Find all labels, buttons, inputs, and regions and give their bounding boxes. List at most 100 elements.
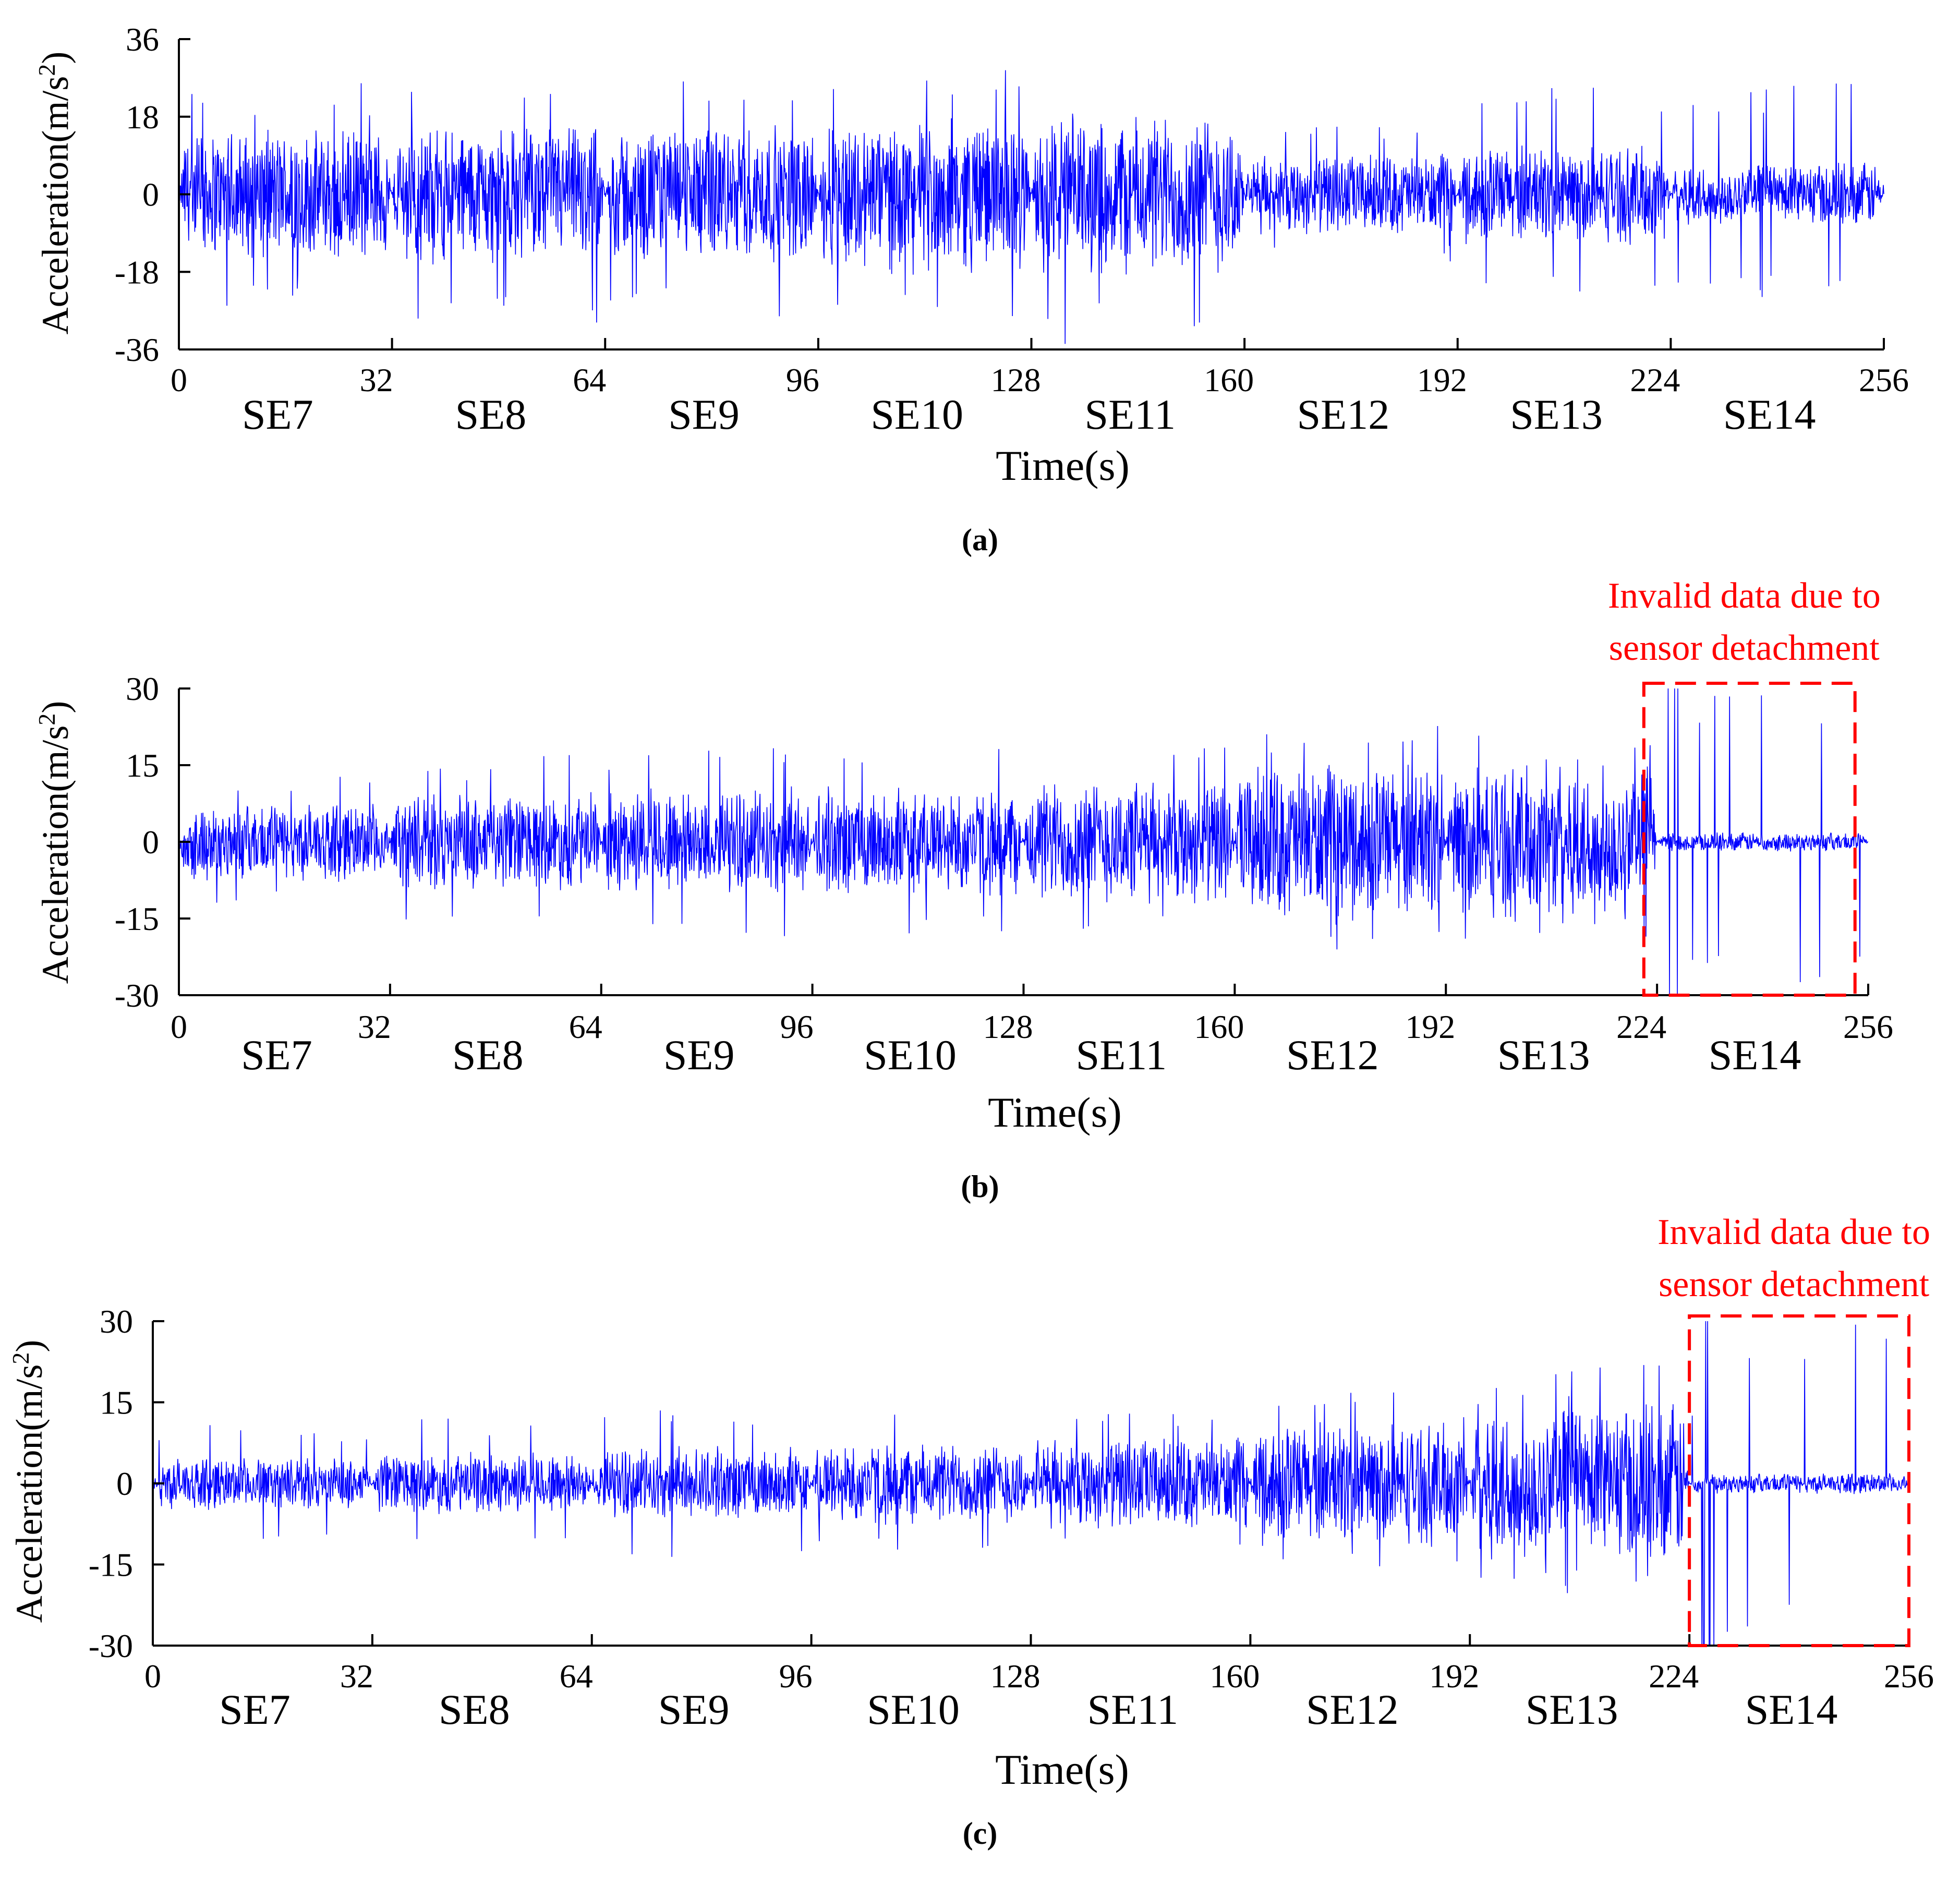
annotation-line1: Invalid data due to — [1608, 576, 1881, 616]
x-axis-label: Time(s) — [995, 1746, 1129, 1793]
x-tick-label: 0 — [171, 1008, 187, 1045]
chart-panel-a: 36 18 0 -18 -36 0 32 64 96 128 160 192 224 256 SE7 SE8 S… — [33, 21, 1909, 557]
segment-label: SE13 — [1526, 1686, 1618, 1733]
x-tick-label: 128 — [983, 1008, 1033, 1045]
segment-label: SE12 — [1286, 1031, 1379, 1079]
signal-series-b — [178, 688, 1869, 996]
x-tick-label: 160 — [1204, 361, 1254, 398]
annotation-line1: Invalid data due to — [1657, 1212, 1930, 1252]
x-tick-label: 160 — [1194, 1008, 1244, 1045]
y-axis-label-unit: m/s — [8, 1364, 50, 1419]
y-axis-label-main: Acceleration( — [8, 1419, 50, 1623]
panel-label: (b) — [961, 1169, 999, 1204]
x-tick-label: 96 — [779, 1658, 813, 1695]
y-axis-label: Acceleration(m/s2) — [33, 52, 77, 335]
panel-label: (a) — [962, 523, 998, 557]
signal-series-a — [178, 70, 1884, 344]
x-tick-label: 32 — [358, 1008, 391, 1045]
invalid-data-box — [1642, 682, 1857, 997]
chart-panel-c: 30 15 0 -15 -30 0 32 64 96 128 160 192 224 256 SE7 SE8 S… — [7, 1212, 1934, 1851]
annotation-line2: sensor detachment — [1609, 628, 1880, 668]
x-tick-label: 256 — [1884, 1658, 1934, 1695]
y-axis-label-close: ) — [34, 52, 76, 64]
y-tick-label: 0 — [142, 824, 159, 861]
y-axis-label-unit: m/s — [34, 726, 76, 780]
y-tick-label: -30 — [115, 977, 159, 1014]
segment-label: SE11 — [1076, 1031, 1167, 1079]
panel-label: (c) — [963, 1816, 998, 1851]
segment-label: SE7 — [241, 1031, 312, 1079]
y-tick-label: -18 — [115, 253, 159, 291]
x-tick-label: 224 — [1649, 1658, 1699, 1695]
segment-label: SE14 — [1709, 1031, 1801, 1079]
y-axis-label-close: ) — [8, 1340, 50, 1352]
annotation-line2: sensor detachment — [1659, 1264, 1930, 1304]
x-tick-label: 0 — [171, 361, 187, 398]
segment-label: SE7 — [219, 1686, 291, 1733]
x-tick-label: 96 — [786, 361, 819, 398]
segment-label: SE9 — [658, 1686, 730, 1733]
y-axis-label-main: Acceleration( — [34, 780, 76, 984]
x-tick-label: 128 — [991, 361, 1041, 398]
segment-label: SE14 — [1723, 391, 1816, 438]
invalid-data-box — [1688, 1314, 1910, 1647]
y-tick-label: 0 — [142, 176, 159, 213]
x-tick-label: 96 — [780, 1008, 814, 1045]
y-tick-label: 15 — [126, 747, 159, 784]
y-tick-label: -36 — [115, 331, 159, 368]
y-axis-label-close: ) — [34, 701, 76, 714]
x-tick-label: 192 — [1429, 1658, 1479, 1695]
segment-label: SE11 — [1087, 1686, 1179, 1733]
segment-label: SE8 — [439, 1686, 510, 1733]
y-tick-label: 30 — [126, 670, 159, 707]
x-tick-label: 256 — [1843, 1008, 1893, 1045]
x-tick-label: 224 — [1630, 361, 1680, 398]
segment-label: SE14 — [1745, 1686, 1838, 1733]
x-tick-label: 0 — [144, 1658, 161, 1695]
y-axis-label-exponent: 2 — [33, 64, 60, 76]
segment-label: SE8 — [452, 1031, 524, 1079]
segment-label: SE8 — [455, 391, 527, 438]
y-axis-label: Acceleration(m/s2) — [33, 701, 77, 984]
x-tick-label: 64 — [569, 1008, 602, 1045]
y-tick-label: 30 — [100, 1303, 133, 1340]
x-tick-label: 32 — [360, 361, 393, 398]
signal-series-c — [152, 1321, 1909, 1646]
y-axis-label: Acceleration(m/s2) — [7, 1340, 51, 1623]
segment-label: SE10 — [864, 1031, 957, 1079]
x-tick-label: 256 — [1859, 361, 1909, 398]
y-tick-label: 0 — [116, 1465, 133, 1502]
segment-label: SE13 — [1497, 1031, 1590, 1079]
segment-label: SE13 — [1510, 391, 1603, 438]
segment-label: SE10 — [870, 391, 963, 438]
x-tick-label: 64 — [573, 361, 606, 398]
segment-label: SE10 — [867, 1686, 960, 1733]
y-tick-label: -30 — [89, 1627, 133, 1664]
y-tick-label: -15 — [115, 900, 159, 937]
x-tick-label: 224 — [1616, 1008, 1666, 1045]
x-axis-label: Time(s) — [996, 442, 1130, 489]
x-tick-label: 128 — [990, 1658, 1041, 1695]
x-axis-label: Time(s) — [988, 1089, 1122, 1136]
x-tick-label: 64 — [560, 1658, 593, 1695]
y-tick-label: 36 — [126, 21, 159, 58]
y-axis-label-unit: m/s — [34, 76, 76, 130]
x-tick-label: 192 — [1417, 361, 1467, 398]
y-tick-label: 15 — [100, 1384, 133, 1421]
y-axis-label-exponent: 2 — [33, 714, 60, 726]
x-tick-label: 160 — [1209, 1658, 1260, 1695]
y-axis-label-exponent: 2 — [7, 1352, 34, 1364]
x-tick-label: 32 — [340, 1658, 373, 1695]
y-axis-label-main: Acceleration( — [34, 130, 76, 335]
segment-label: SE12 — [1306, 1686, 1399, 1733]
y-tick-label: 18 — [126, 99, 159, 136]
segment-label: SE7 — [242, 391, 313, 438]
segment-label: SE12 — [1297, 391, 1390, 438]
segment-label: SE9 — [663, 1031, 735, 1079]
x-tick-label: 192 — [1405, 1008, 1455, 1045]
segment-label: SE9 — [668, 391, 740, 438]
y-tick-label: -15 — [89, 1546, 133, 1584]
segment-label: SE11 — [1084, 391, 1176, 438]
